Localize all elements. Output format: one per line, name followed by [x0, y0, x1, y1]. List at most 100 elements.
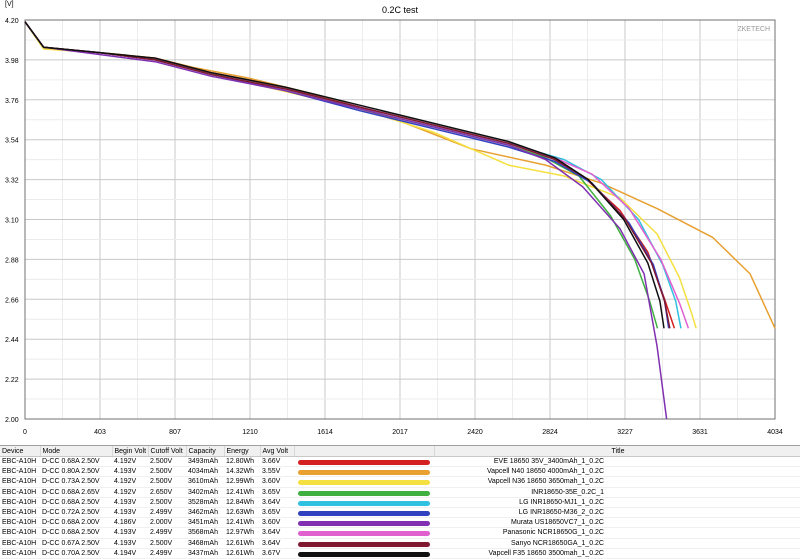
header-device[interactable]: Device	[0, 446, 41, 457]
cell-avg-volt: 3.64V	[260, 527, 294, 539]
table-row[interactable]: EBC-A10H D-CC 0.68A 2.50V 4.192V 2.500V 3493…	[0, 456, 800, 468]
cell-energy: 12.84Wh	[224, 497, 260, 508]
x-tick-label: 1210	[242, 429, 258, 436]
cell-title: Vapcell N36 18650 3650mah_1_0.2C	[434, 476, 800, 488]
series-color-swatch	[298, 521, 430, 527]
x-tick-label: 0	[23, 429, 27, 436]
cell-title: INR18650-35E_0.2C_1	[434, 487, 800, 498]
cell-begin-volt: 4.193V	[112, 527, 148, 539]
cell-color	[294, 527, 434, 539]
header-title[interactable]: Title	[434, 446, 800, 457]
cell-avg-volt: 3.64V	[260, 497, 294, 508]
cell-capacity: 3493mAh	[186, 456, 224, 468]
table-row[interactable]: EBC-A10H D-CC 0.72A 2.50V 4.193V 2.499V 3462…	[0, 507, 800, 519]
cell-begin-volt: 4.193V	[112, 507, 148, 519]
header-mode[interactable]: Mode	[40, 446, 113, 457]
cell-capacity: 3528mAh	[186, 497, 224, 508]
cell-title: LG INR18650-M36_2_0.2C	[434, 507, 800, 519]
header-energy[interactable]: Energy	[224, 446, 261, 457]
table-row[interactable]: EBC-A10H D-CC 0.68A 2.50V 4.193V 2.499V 3568…	[0, 527, 800, 539]
header-avg-volt[interactable]: Avg Volt	[260, 446, 295, 457]
cell-avg-volt: 3.65V	[260, 507, 294, 519]
cell-color	[294, 456, 434, 468]
x-tick-label: 2420	[467, 429, 483, 436]
series-color-swatch	[298, 460, 430, 466]
table-row[interactable]: EBC-A10H D-CC 0.70A 2.50V 4.194V 2.499V 3437…	[0, 548, 800, 559]
cell-color	[294, 507, 434, 519]
cell-avg-volt: 3.67V	[260, 548, 294, 559]
table-row[interactable]: EBC-A10H D-CC 0.68A 2.00V 4.186V 2.000V 3451…	[0, 517, 800, 529]
header-cutoff-volt[interactable]: Cutoff Volt	[148, 446, 187, 457]
cell-begin-volt: 4.192V	[112, 456, 148, 468]
cell-energy: 12.99Wh	[224, 476, 260, 488]
cell-mode: D-CC 0.72A 2.50V	[40, 507, 112, 519]
series-color-swatch	[298, 470, 430, 476]
y-tick-label: 2.88	[5, 257, 19, 264]
cell-capacity: 3437mAh	[186, 548, 224, 559]
table-row[interactable]: EBC-A10H D-CC 0.73A 2.50V 4.192V 2.500V 3610…	[0, 476, 800, 488]
series-color-swatch	[298, 490, 430, 496]
cell-mode: D-CC 0.73A 2.50V	[40, 476, 112, 488]
cell-title: Vapcell N40 18650 4000mAh_1_0.2C	[434, 466, 800, 478]
y-tick-label: 2.66	[5, 297, 19, 304]
x-tick-label: 3631	[692, 429, 708, 436]
y-tick-label: 3.32	[5, 178, 19, 185]
cell-avg-volt: 3.55V	[260, 466, 294, 478]
cell-capacity: 3568mAh	[186, 527, 224, 539]
table-row[interactable]: EBC-A10H D-CC 0.68A 2.65V 4.192V 2.650V 3402…	[0, 487, 800, 498]
table-header-row: Device Mode Begin Volt Cutoff Volt Capac…	[0, 446, 800, 457]
cell-capacity: 3402mAh	[186, 487, 224, 498]
y-tick-label: 3.76	[5, 98, 19, 105]
plot-frame	[24, 19, 776, 420]
header-begin-volt[interactable]: Begin Volt	[112, 446, 149, 457]
x-tick-label: 3227	[617, 429, 633, 436]
results-table: Device Mode Begin Volt Cutoff Volt Capac…	[0, 446, 800, 559]
cell-device: EBC-A10H	[0, 497, 40, 508]
y-tick-label: 3.98	[5, 58, 19, 65]
cell-device: EBC-A10H	[0, 538, 40, 549]
series-layer	[24, 21, 776, 420]
cell-energy: 12.41Wh	[224, 487, 260, 498]
cell-cutoff-volt: 2.499V	[148, 507, 186, 519]
x-tick-label: 4034	[767, 429, 783, 436]
cell-avg-volt: 3.66V	[260, 456, 294, 468]
cell-energy: 12.63Wh	[224, 507, 260, 519]
cell-cutoff-volt: 2.500V	[148, 456, 186, 468]
results-table-panel: Device Mode Begin Volt Cutoff Volt Capac…	[0, 445, 800, 559]
cell-capacity: 3468mAh	[186, 538, 224, 549]
header-color[interactable]	[294, 446, 435, 457]
cell-device: EBC-A10H	[0, 517, 40, 529]
table-row[interactable]: EBC-A10H D-CC 0.68A 2.50V 4.193V 2.500V 3528…	[0, 497, 800, 508]
y-tick-label: 2.22	[5, 377, 19, 384]
cell-cutoff-volt: 2.499V	[148, 548, 186, 559]
table-row[interactable]: EBC-A10H D-CC 0.67A 2.50V 4.193V 2.500V 3468…	[0, 538, 800, 549]
cell-energy: 12.61Wh	[224, 538, 260, 549]
cell-avg-volt: 3.60V	[260, 517, 294, 529]
cell-energy: 12.97Wh	[224, 527, 260, 539]
discharge-chart: [V] 0.2C test ZKETECH 0 403 807 1210 1614 201…	[5, 1, 783, 436]
cell-mode: D-CC 0.68A 2.00V	[40, 517, 112, 529]
cell-avg-volt: 3.64V	[260, 538, 294, 549]
cell-begin-volt: 4.192V	[112, 476, 148, 488]
cell-color	[294, 538, 434, 549]
header-capacity[interactable]: Capacity	[186, 446, 225, 457]
y-tick-label: 3.54	[5, 138, 19, 145]
y-tick-label: 4.20	[5, 18, 19, 25]
cell-begin-volt: 4.192V	[112, 487, 148, 498]
cell-title: EVE 18650 35V_3400mAh_1_0.2C	[434, 456, 800, 468]
cell-mode: D-CC 0.68A 2.65V	[40, 487, 112, 498]
cell-avg-volt: 3.60V	[260, 476, 294, 488]
series-line-7	[24, 21, 668, 420]
cell-capacity: 3451mAh	[186, 517, 224, 529]
cell-energy: 12.41Wh	[224, 517, 260, 529]
grid-lines	[24, 19, 776, 420]
cell-begin-volt: 4.193V	[112, 497, 148, 508]
cell-mode: D-CC 0.80A 2.50V	[40, 466, 112, 478]
chart-title: 0.2C test	[382, 5, 419, 15]
x-tick-label: 2017	[392, 429, 408, 436]
cell-device: EBC-A10H	[0, 548, 40, 559]
series-color-swatch	[298, 511, 430, 517]
table-row[interactable]: EBC-A10H D-CC 0.80A 2.50V 4.193V 2.500V 4034…	[0, 466, 800, 478]
cell-title: Murata US18650VC7_1_0.2C	[434, 517, 800, 529]
cell-energy: 12.80Wh	[224, 456, 260, 468]
